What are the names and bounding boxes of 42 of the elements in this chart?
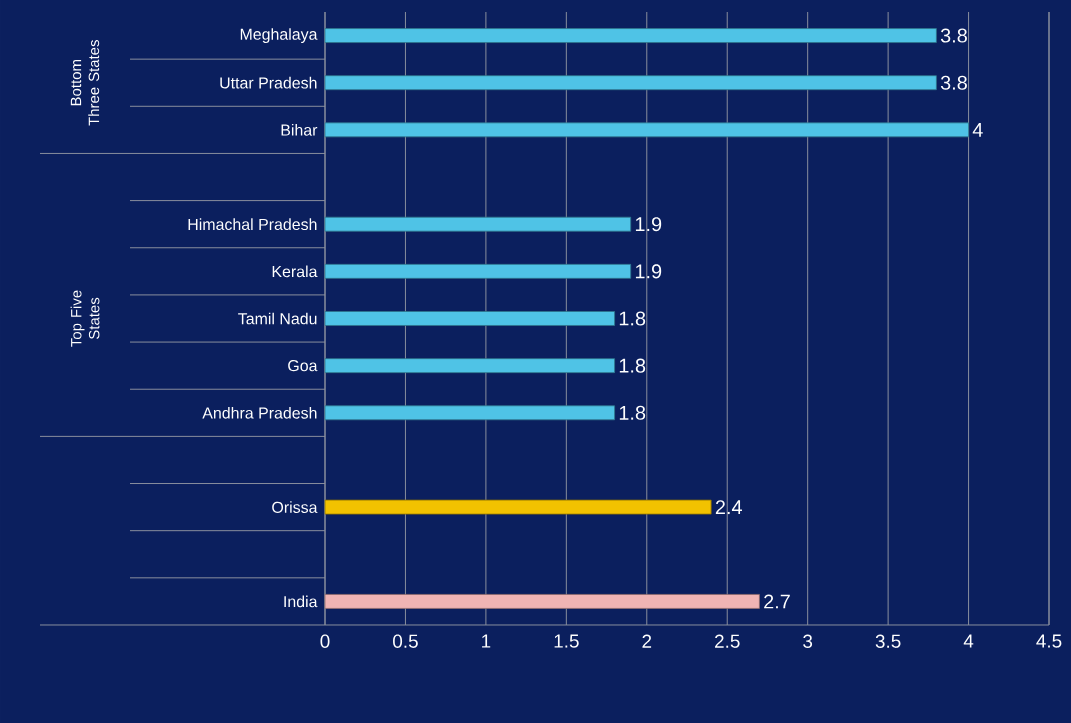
data-label: 1.9	[635, 264, 662, 279]
x-tick-label: 1	[482, 634, 491, 648]
data-label: 1.8	[619, 311, 646, 326]
x-tick-label: 3	[803, 634, 813, 648]
data-label: 1.8	[619, 405, 646, 420]
x-tick-label: 2.5	[715, 634, 740, 648]
bar	[324, 28, 937, 43]
y-tick-label: Bihar	[281, 124, 318, 136]
y-tick-label: Himachal Pradesh	[188, 218, 317, 231]
y-tick-label: Andhra Pradesh	[202, 406, 317, 419]
x-tick-label: 2	[642, 634, 652, 648]
data-label: 1.8	[619, 358, 646, 373]
y-tick-label: Orissa	[272, 501, 318, 513]
y-tick-label: Goa	[288, 360, 318, 372]
text: Bottom Three States	[70, 40, 100, 126]
bar	[324, 216, 632, 232]
x-tick-label: 4.5	[1036, 634, 1062, 648]
y-tick-label: Uttar Pradesh	[220, 76, 317, 89]
data-label: 3.8	[940, 28, 967, 43]
bar	[324, 263, 632, 279]
x-tick-label: 1.5	[554, 634, 579, 648]
data-label: 2.7	[764, 594, 790, 609]
bar	[324, 405, 616, 421]
x-tick-label: 4	[963, 634, 974, 648]
data-label: 3.8	[940, 75, 967, 90]
bar	[324, 122, 969, 138]
x-tick-label: 0.5	[393, 634, 418, 648]
bar	[324, 311, 616, 326]
bar	[324, 75, 937, 91]
x-tick-label: 3.5	[875, 634, 901, 648]
data-label: 1.9	[635, 217, 662, 232]
text: Top Five States	[70, 290, 100, 347]
y-tick-label: Tamil Nadu	[238, 312, 317, 325]
bar	[324, 594, 760, 609]
y-tick-label: India	[284, 595, 318, 608]
data-label: 4	[972, 123, 983, 137]
data-label: 2.4	[715, 500, 742, 515]
y-tick-label: Kerala	[272, 265, 318, 278]
bar	[324, 499, 712, 515]
bar	[324, 358, 616, 374]
x-tick-label: 0	[320, 634, 330, 648]
y-tick-label: Meghalaya	[240, 28, 318, 43]
